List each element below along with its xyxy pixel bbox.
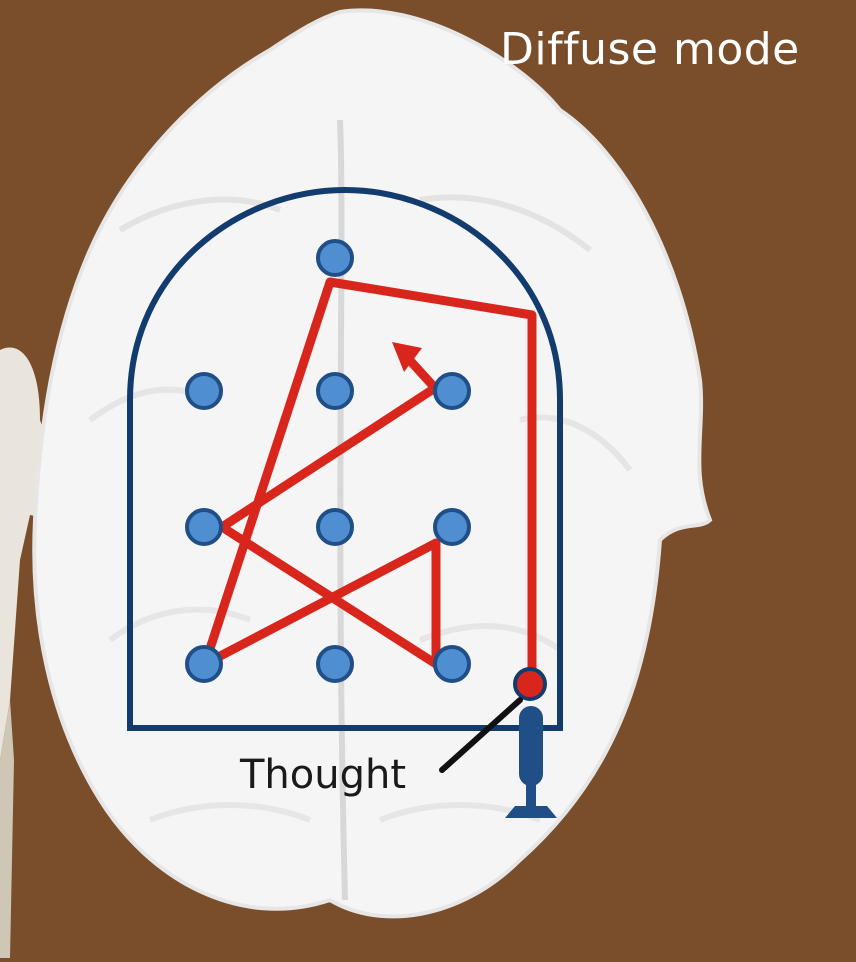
pinball-plunger-icon (505, 706, 557, 818)
bumper-dot (185, 645, 223, 683)
bumper-dot (316, 239, 354, 277)
bumper-dot (316, 372, 354, 410)
bumper-dot (185, 508, 223, 546)
thought-path (200, 277, 537, 687)
bumper-dot (433, 645, 471, 683)
pinball-bumpers (185, 239, 471, 683)
thought-label: Thought (240, 752, 407, 798)
bumper-dot (433, 508, 471, 546)
bumper-dot (316, 508, 354, 546)
thought-pointer-line (439, 697, 523, 773)
bumper-dot (185, 372, 223, 410)
bumper-dot (433, 372, 471, 410)
bumper-dot (316, 645, 354, 683)
diagram-title: Diffuse mode (500, 24, 800, 75)
arrowhead-icon (392, 342, 422, 372)
pinball-frame (127, 186, 563, 731)
thought-ball (513, 667, 547, 701)
